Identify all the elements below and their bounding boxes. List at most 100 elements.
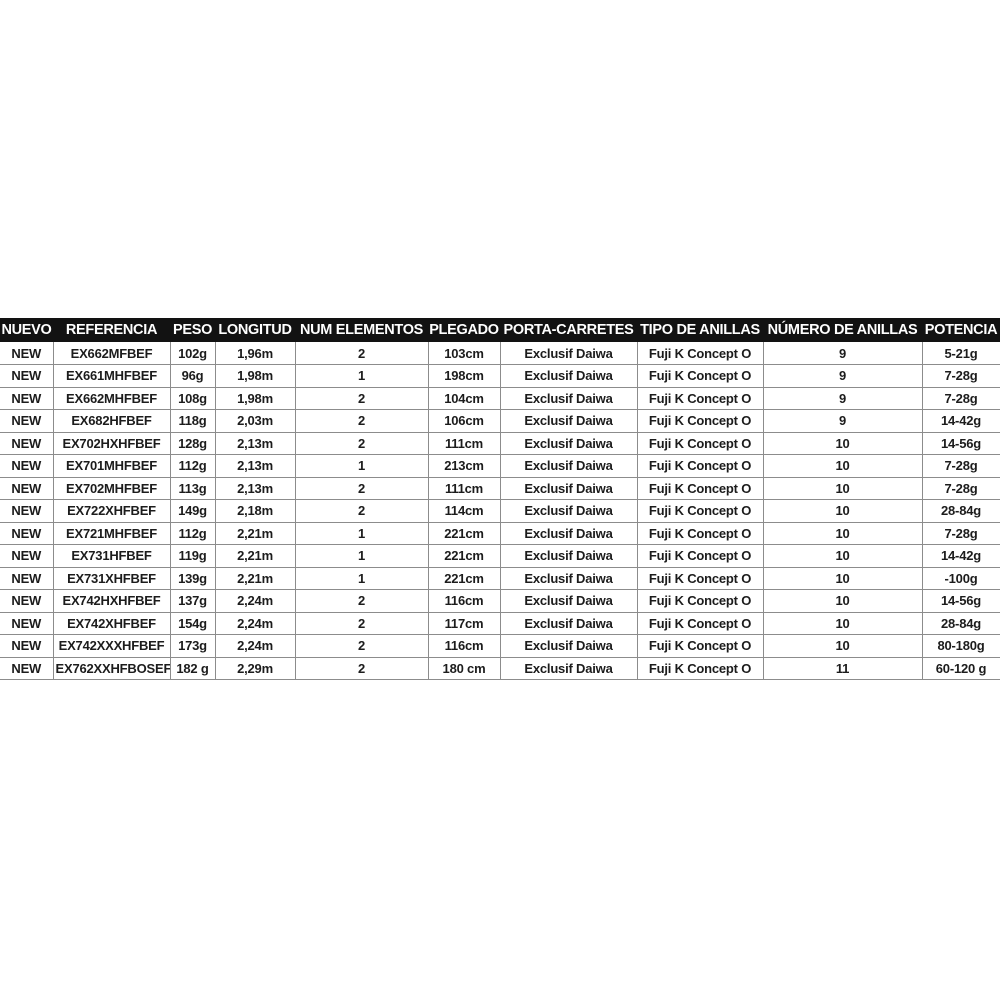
table-row: NEW EX731XHFBEF 139g 2,21m 1 221cm Exclusif Da… [0, 566, 1000, 590]
cell-numero-anillas: 9 [762, 364, 923, 388]
cell-potencia: -100g [921, 566, 1000, 590]
cell-peso: 154g [169, 611, 216, 635]
cell-referencia: EX742HXHFBEF [52, 589, 171, 613]
header-cell-referencia: REFERENCIA [53, 318, 170, 342]
cell-numero-anillas: 10 [762, 476, 923, 500]
cell-tipo-anillas: Fuji K Concept O [636, 409, 764, 433]
table-row: NEW EX721MHFBEF 112g 2,21m 1 221cm Exclusif Da… [0, 521, 1000, 545]
cell-plegado: 221cm [427, 521, 501, 545]
cell-longitud: 2,13m [214, 431, 296, 455]
table-row: NEW EX701MHFBEF 112g 2,13m 1 213cm Exclusif Da… [0, 454, 1000, 478]
cell-plegado: 116cm [427, 634, 501, 658]
cell-plegado: 114cm [427, 499, 501, 523]
cell-referencia: EX702HXHFBEF [52, 431, 171, 455]
cell-nuevo: NEW [0, 342, 54, 365]
cell-porta-carretes: Exclusif Daiwa [499, 431, 638, 455]
cell-numero-anillas: 9 [762, 342, 923, 365]
cell-peso: 128g [169, 431, 216, 455]
cell-plegado: 213cm [427, 454, 501, 478]
cell-referencia: EX662MHFBEF [52, 386, 171, 410]
cell-num-elementos: 2 [294, 386, 429, 410]
cell-longitud: 1,98m [214, 386, 296, 410]
header-cell-numero-anillas: NÚMERO DE ANILLAS [763, 318, 922, 342]
cell-num-elementos: 2 [294, 431, 429, 455]
cell-porta-carretes: Exclusif Daiwa [499, 656, 638, 680]
cell-num-elementos: 2 [294, 656, 429, 680]
cell-peso: 112g [169, 521, 216, 545]
cell-numero-anillas: 10 [762, 454, 923, 478]
cell-referencia: EX762XXHFBOSEF [52, 656, 171, 680]
table-row: NEW EX702HXHFBEF 128g 2,13m 2 111cm Exclusif D… [0, 431, 1000, 455]
cell-nuevo: NEW [0, 454, 54, 478]
cell-longitud: 2,29m [214, 656, 296, 680]
cell-longitud: 1,98m [214, 364, 296, 388]
cell-tipo-anillas: Fuji K Concept O [636, 634, 764, 658]
cell-referencia: EX662MFBEF [52, 342, 171, 365]
cell-porta-carretes: Exclusif Daiwa [499, 476, 638, 500]
cell-tipo-anillas: Fuji K Concept O [636, 656, 764, 680]
cell-num-elementos: 2 [294, 342, 429, 365]
cell-peso: 173g [169, 634, 216, 658]
cell-numero-anillas: 9 [762, 409, 923, 433]
cell-referencia: EX731HFBEF [52, 544, 171, 568]
cell-tipo-anillas: Fuji K Concept O [636, 342, 764, 365]
cell-peso: 108g [169, 386, 216, 410]
cell-longitud: 2,24m [214, 634, 296, 658]
cell-potencia: 28-84g [921, 499, 1000, 523]
cell-peso: 118g [169, 409, 216, 433]
table-row: NEW EX731HFBEF 119g 2,21m 1 221cm Exclusif Dai… [0, 544, 1000, 568]
cell-peso: 139g [169, 566, 216, 590]
cell-tipo-anillas: Fuji K Concept O [636, 499, 764, 523]
table-row: NEW EX742XHFBEF 154g 2,24m 2 117cm Exclusif Da… [0, 611, 1000, 635]
cell-longitud: 2,21m [214, 544, 296, 568]
header-cell-potencia: POTENCIA [922, 318, 1000, 342]
cell-numero-anillas: 10 [762, 499, 923, 523]
cell-plegado: 180 cm [427, 656, 501, 680]
cell-num-elementos: 2 [294, 409, 429, 433]
cell-peso: 182 g [169, 656, 216, 680]
cell-potencia: 7-28g [921, 476, 1000, 500]
cell-peso: 112g [169, 454, 216, 478]
table-row: NEW EX742XXXHFBEF 173g 2,24m 2 116cm Exclusif … [0, 634, 1000, 658]
cell-peso: 96g [169, 364, 216, 388]
cell-referencia: EX722XHFBEF [52, 499, 171, 523]
cell-peso: 102g [169, 342, 216, 365]
cell-longitud: 2,24m [214, 589, 296, 613]
cell-tipo-anillas: Fuji K Concept O [636, 476, 764, 500]
table-row: NEW EX662MHFBEF 108g 1,98m 2 104cm Exclusif Da… [0, 386, 1000, 410]
cell-referencia: EX682HFBEF [52, 409, 171, 433]
cell-nuevo: NEW [0, 544, 54, 568]
product-spec-table-container: NUEVO REFERENCIA PESO LONGITUD NUM ELEMENTOS… [0, 318, 1000, 680]
cell-tipo-anillas: Fuji K Concept O [636, 364, 764, 388]
table-row: NEW EX742HXHFBEF 137g 2,24m 2 116cm Exclusif D… [0, 589, 1000, 613]
cell-referencia: EX702MHFBEF [52, 476, 171, 500]
cell-porta-carretes: Exclusif Daiwa [499, 589, 638, 613]
cell-porta-carretes: Exclusif Daiwa [499, 611, 638, 635]
cell-longitud: 2,03m [214, 409, 296, 433]
cell-numero-anillas: 10 [762, 521, 923, 545]
cell-num-elementos: 2 [294, 476, 429, 500]
cell-porta-carretes: Exclusif Daiwa [499, 521, 638, 545]
header-cell-porta-carretes: PORTA-CARRETES [500, 318, 637, 342]
cell-numero-anillas: 10 [762, 566, 923, 590]
cell-potencia: 7-28g [921, 386, 1000, 410]
cell-porta-carretes: Exclusif Daiwa [499, 634, 638, 658]
cell-plegado: 106cm [427, 409, 501, 433]
cell-tipo-anillas: Fuji K Concept O [636, 386, 764, 410]
cell-tipo-anillas: Fuji K Concept O [636, 454, 764, 478]
cell-numero-anillas: 10 [762, 589, 923, 613]
cell-referencia: EX742XHFBEF [52, 611, 171, 635]
cell-potencia: 7-28g [921, 454, 1000, 478]
spec-table-header: NUEVO REFERENCIA PESO LONGITUD NUM ELEMENTOS… [0, 318, 1000, 342]
cell-nuevo: NEW [0, 476, 54, 500]
cell-numero-anillas: 11 [762, 656, 923, 680]
cell-potencia: 14-42g [921, 409, 1000, 433]
cell-nuevo: NEW [0, 656, 54, 680]
cell-potencia: 60-120 g [921, 656, 1000, 680]
cell-referencia: EX721MHFBEF [52, 521, 171, 545]
cell-porta-carretes: Exclusif Daiwa [499, 409, 638, 433]
cell-tipo-anillas: Fuji K Concept O [636, 611, 764, 635]
product-spec-table: NUEVO REFERENCIA PESO LONGITUD NUM ELEMENTOS… [0, 318, 1000, 680]
cell-plegado: 221cm [427, 566, 501, 590]
